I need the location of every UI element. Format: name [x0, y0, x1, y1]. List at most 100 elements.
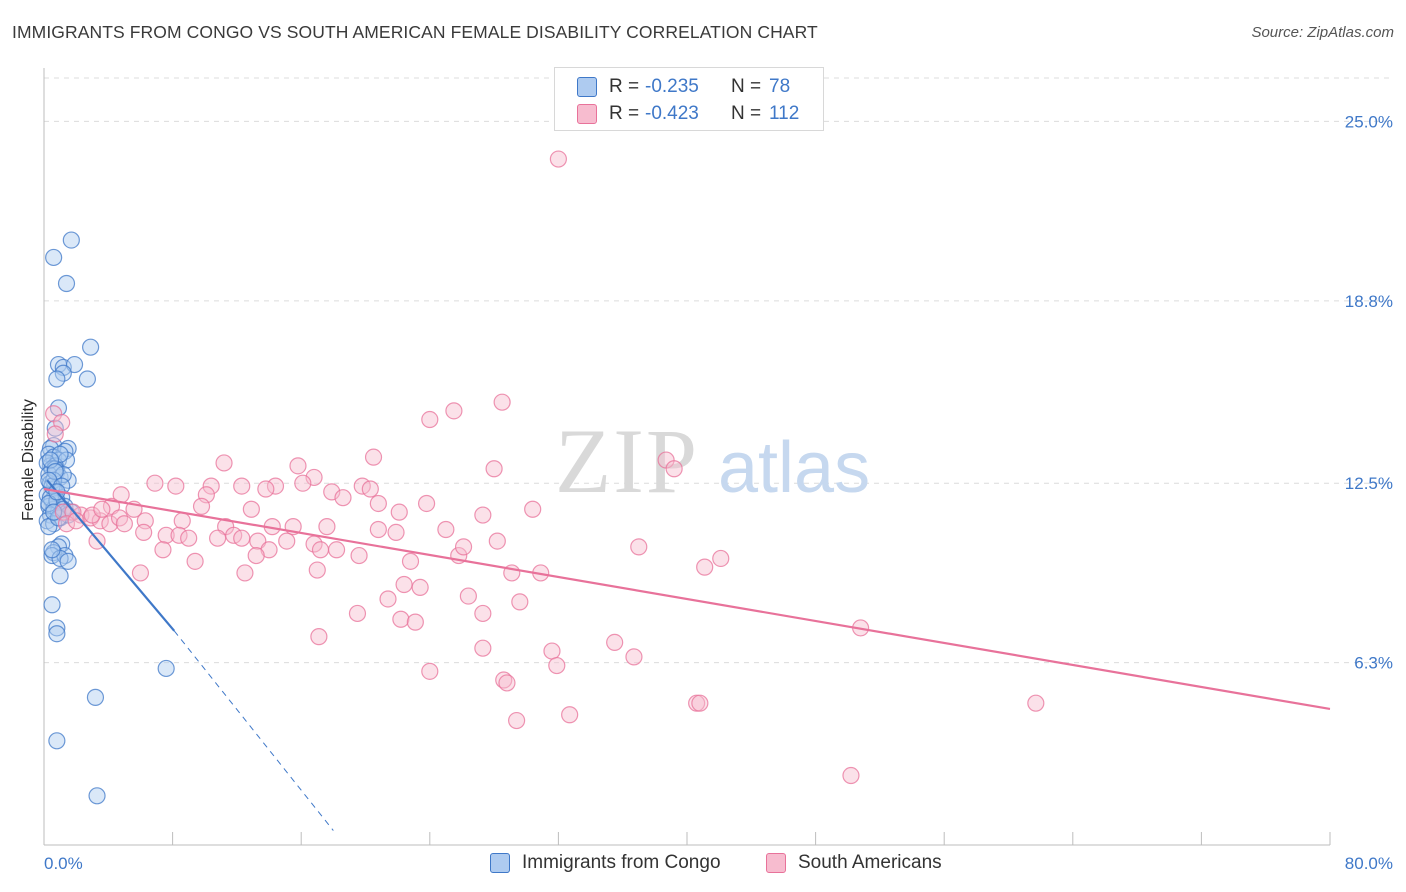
legend-n-label: N =	[731, 76, 762, 97]
legend-item-congo[interactable]: Immigrants from Congo	[490, 852, 721, 874]
legend-r-value: -0.235	[645, 76, 699, 97]
data-point-south-american	[233, 477, 251, 495]
data-point-south-american	[401, 552, 420, 570]
data-point-south-american	[101, 515, 119, 533]
data-point-south-american	[257, 480, 275, 498]
legend-swatch-pink	[577, 104, 597, 124]
data-point-south-american	[202, 477, 220, 495]
legend-swatch-pink	[766, 853, 786, 873]
data-point-south-american	[67, 512, 85, 530]
data-point-south-american	[350, 546, 368, 565]
data-point-south-american	[334, 489, 352, 507]
series-south-americans-points	[45, 150, 1045, 785]
data-point-south-american	[488, 532, 506, 550]
data-point-congo	[65, 355, 84, 374]
data-point-south-american	[474, 506, 492, 524]
data-point-south-american	[46, 425, 64, 443]
data-point-south-american	[327, 541, 346, 559]
data-point-south-american	[369, 494, 387, 513]
data-point-congo	[45, 248, 63, 267]
trend-line-south-americans	[43, 487, 1331, 711]
data-point-south-american	[606, 633, 624, 651]
data-point-south-american	[485, 460, 503, 478]
legend-label-congo: Immigrants from Congo	[522, 852, 721, 873]
data-point-south-american	[192, 497, 211, 515]
watermark-atlas: atlas	[718, 428, 870, 508]
data-point-south-american	[310, 628, 328, 646]
data-point-south-american	[508, 711, 526, 730]
data-point-south-american	[82, 509, 100, 527]
data-point-congo	[43, 541, 61, 559]
data-point-congo	[51, 567, 69, 585]
data-point-south-american	[459, 587, 477, 605]
data-point-south-american	[454, 538, 473, 556]
data-point-south-american	[249, 532, 267, 550]
legend-label-south-americans: South Americans	[798, 852, 942, 873]
data-point-south-american	[474, 604, 492, 623]
data-point-south-american	[665, 460, 683, 478]
data-point-south-american	[361, 480, 379, 498]
legend-row-south-americans: R = -0.423 N = 112	[577, 102, 799, 126]
data-point-south-american	[180, 529, 198, 547]
data-point-south-american	[318, 518, 336, 536]
y-tick-label: 12.5%	[1345, 474, 1393, 493]
data-point-south-american	[411, 578, 429, 597]
data-point-south-american	[115, 515, 133, 533]
data-point-south-american	[495, 671, 513, 689]
data-point-south-american	[1027, 694, 1045, 712]
legend-r-label: R =	[609, 76, 640, 97]
data-point-congo	[57, 274, 76, 293]
data-point-south-american	[131, 564, 150, 582]
data-point-south-american	[392, 610, 410, 628]
data-point-south-american	[387, 523, 405, 542]
axes	[43, 68, 1331, 846]
data-point-south-american	[524, 500, 542, 518]
data-point-south-american	[93, 500, 111, 518]
data-point-south-american	[278, 532, 296, 550]
data-point-south-american	[421, 662, 439, 680]
chart-title: IMMIGRANTS FROM CONGO VS SOUTH AMERICAN …	[12, 22, 818, 42]
data-point-congo	[46, 419, 64, 437]
correlation-legend: R = -0.235 N = 78 R = -0.423 N = 112	[554, 67, 824, 131]
data-point-congo	[62, 231, 80, 249]
data-point-south-american	[493, 393, 511, 411]
data-point-congo	[54, 364, 72, 382]
data-point-south-american	[395, 575, 413, 594]
data-point-south-american	[842, 766, 860, 785]
legend-item-south-americans[interactable]: South Americans	[766, 852, 942, 874]
data-point-south-american	[233, 529, 251, 547]
data-point-south-american	[549, 150, 568, 168]
data-point-south-american	[242, 500, 260, 518]
trend-line-congo	[46, 479, 176, 632]
data-point-south-american	[83, 506, 101, 524]
data-point-south-american	[691, 694, 709, 712]
data-point-south-american	[135, 523, 153, 542]
data-point-south-american	[696, 558, 714, 576]
data-point-south-american	[406, 613, 424, 631]
data-point-south-american	[445, 402, 463, 420]
x-tick-label: 80.0%	[1345, 854, 1393, 873]
data-point-south-american	[247, 546, 265, 565]
source-label: Source: ZipAtlas.com	[1251, 24, 1394, 41]
trend-lines	[43, 479, 1331, 831]
data-point-south-american	[498, 674, 516, 692]
data-point-south-american	[474, 639, 492, 657]
data-point-south-american	[294, 474, 312, 492]
data-point-south-american	[561, 706, 579, 724]
data-point-south-american	[712, 549, 730, 568]
data-point-south-american	[173, 512, 191, 530]
data-point-south-american	[236, 564, 254, 582]
data-point-congo	[88, 787, 106, 805]
data-point-south-american	[215, 454, 233, 472]
tick-labels: 6.3% 12.5% 18.8% 25.0% 0.0% 80.0%	[44, 112, 1393, 873]
data-point-congo	[46, 463, 64, 481]
data-point-congo	[78, 370, 97, 388]
y-tick-label: 6.3%	[1354, 654, 1393, 673]
y-axis-label: Female Disability	[20, 399, 37, 521]
data-point-south-american	[167, 477, 185, 495]
data-point-congo	[82, 338, 100, 356]
y-tick-label: 25.0%	[1345, 112, 1393, 131]
legend-n-value: 78	[769, 76, 791, 97]
data-point-south-american	[154, 541, 172, 559]
